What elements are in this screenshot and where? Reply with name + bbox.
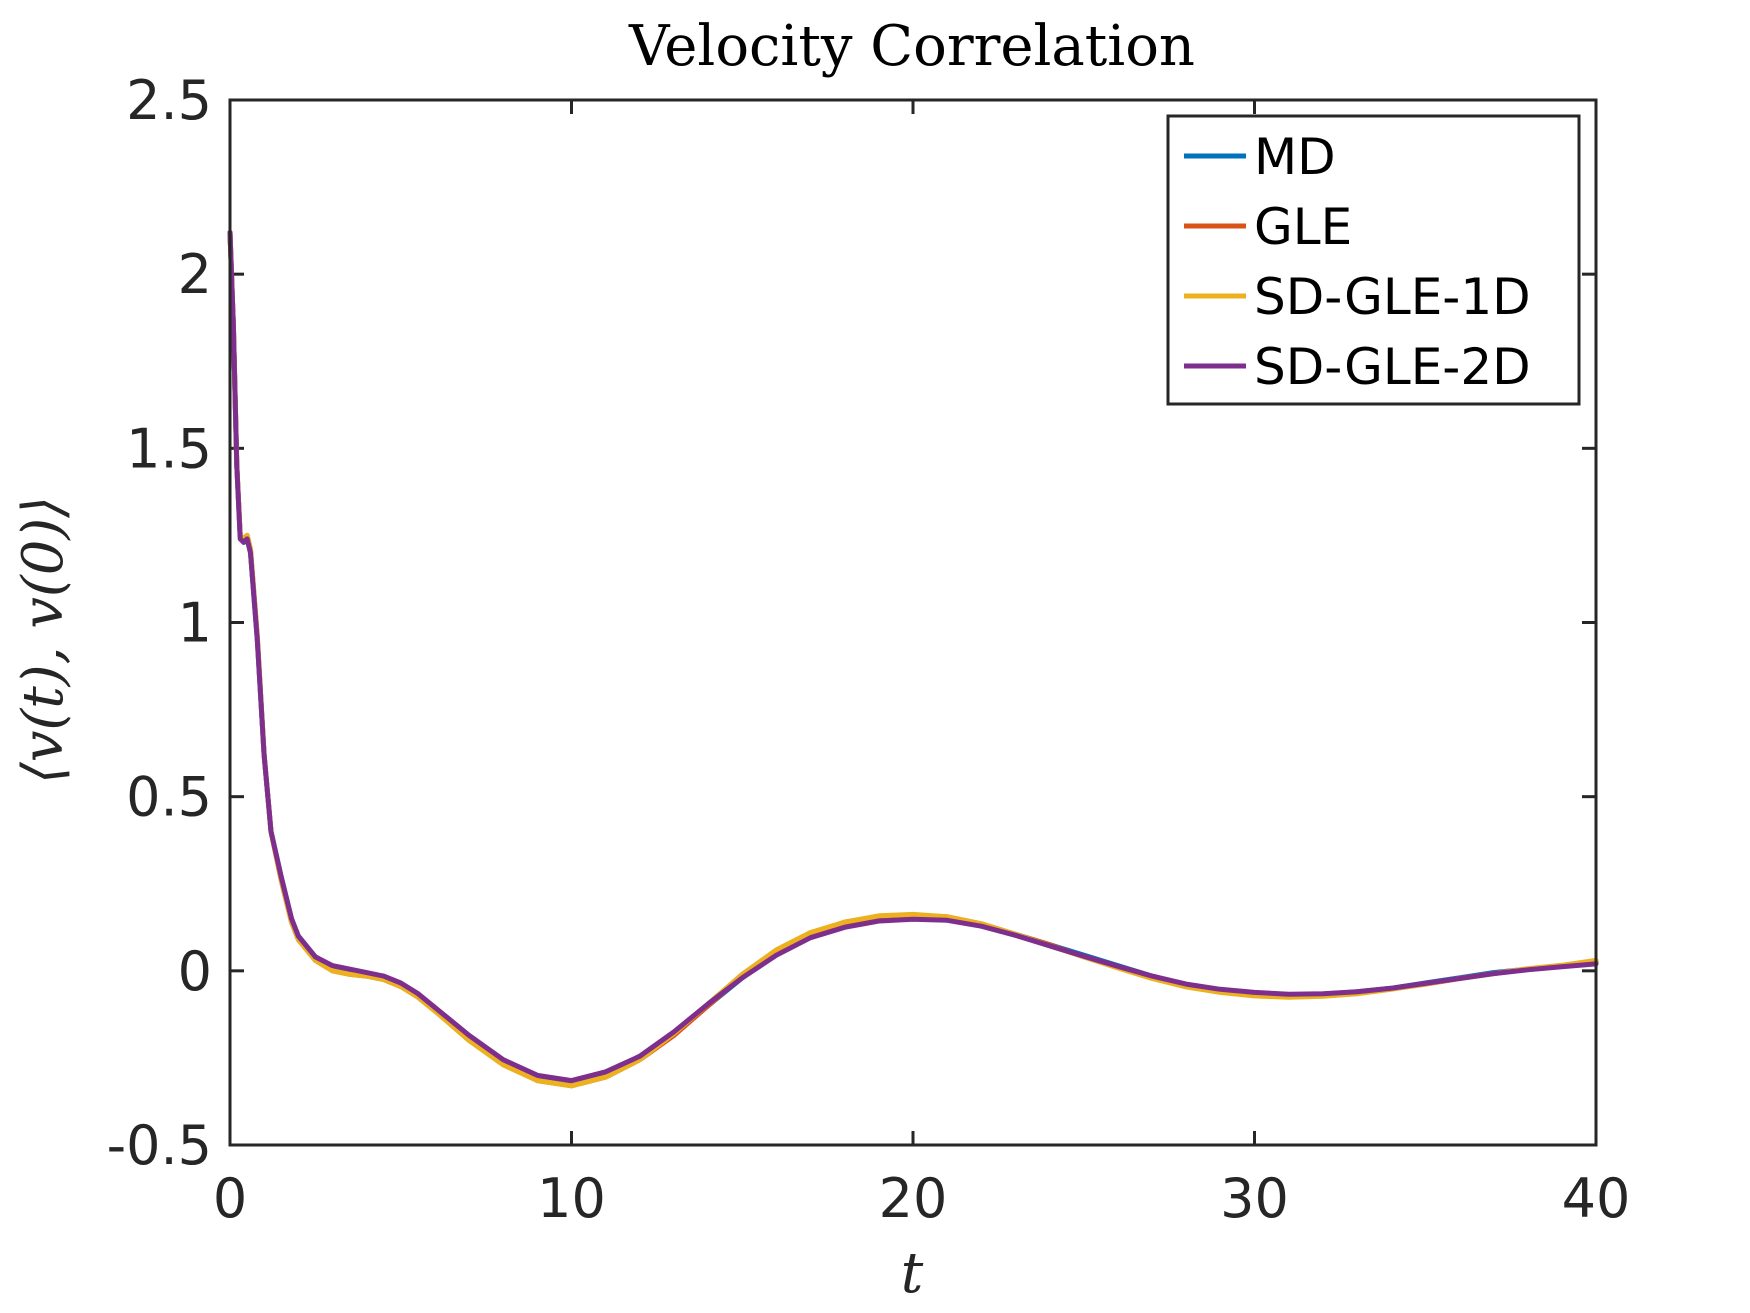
y-tick-label: -0.5 (107, 1114, 212, 1177)
y-tick-label: 1.5 (126, 417, 212, 480)
series-lines (227, 229, 1599, 1089)
axis-tick-labels: 0 10 20 30 40-0.500.511.522.5 (107, 69, 1631, 1230)
legend: MD GLE SD-GLE-1D SD-GLE-2D (1166, 114, 1581, 406)
chart-title: Velocity Correlation (628, 14, 1195, 79)
plot-frame (228, 98, 1598, 1147)
x-tick-label: 0 (213, 1167, 247, 1230)
y-tick-label: 2.5 (126, 69, 212, 132)
legend-label: MD (1254, 128, 1336, 186)
x-tick-label: 20 (879, 1167, 948, 1230)
x-tick-label: 30 (1220, 1167, 1289, 1230)
y-tick-label: 2 (178, 243, 212, 306)
x-tick-label: 10 (537, 1167, 606, 1230)
legend-box (1166, 114, 1581, 406)
x-axis-label: t (901, 1241, 924, 1306)
series-line-sd-gle-2d (227, 229, 1599, 1084)
y-tick-label: 0 (178, 940, 212, 1003)
y-tick-label: 1 (178, 592, 212, 655)
legend-label: SD-GLE-1D (1254, 268, 1531, 326)
x-tick-label: 40 (1562, 1167, 1631, 1230)
legend-label: SD-GLE-2D (1254, 338, 1531, 396)
legend-label: GLE (1254, 198, 1352, 256)
y-tick-label: 0.5 (126, 766, 212, 829)
y-axis-label: ⟨v(t), v(0)⟩ (11, 496, 76, 784)
